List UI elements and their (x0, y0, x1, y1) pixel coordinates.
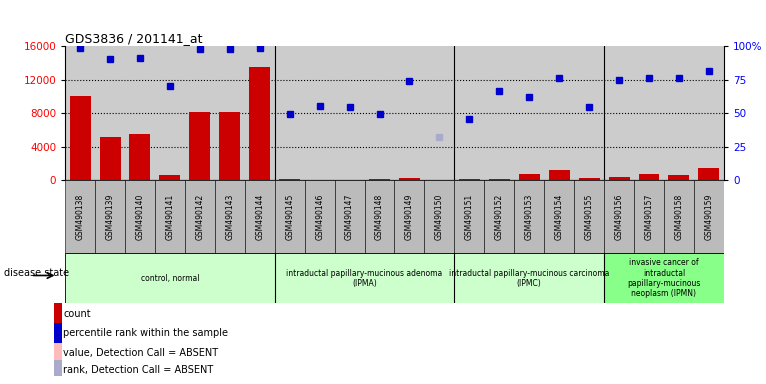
Bar (639, 174, 660, 180)
Bar (459, 179, 480, 180)
Bar (65, 253, 275, 303)
Text: GSM490144: GSM490144 (255, 194, 264, 240)
Text: GSM490151: GSM490151 (465, 194, 474, 240)
Bar (219, 112, 241, 180)
Text: GSM490148: GSM490148 (375, 194, 384, 240)
Bar (578, 178, 600, 180)
Bar (54, 359, 62, 380)
Bar (189, 112, 211, 180)
Bar (335, 180, 365, 253)
Text: GSM490147: GSM490147 (345, 194, 354, 240)
Bar (369, 179, 390, 180)
Text: GSM490141: GSM490141 (165, 194, 175, 240)
Bar (275, 253, 454, 303)
Text: GSM490153: GSM490153 (525, 194, 534, 240)
Bar (574, 180, 604, 253)
Bar (454, 180, 484, 253)
Text: intraductal papillary-mucinous adenoma
(IPMA): intraductal papillary-mucinous adenoma (… (286, 269, 443, 288)
Text: GSM490157: GSM490157 (644, 194, 653, 240)
Text: control, normal: control, normal (141, 274, 199, 283)
Bar (159, 175, 181, 180)
Bar (185, 180, 214, 253)
Bar (70, 96, 90, 180)
Text: GSM490159: GSM490159 (705, 194, 713, 240)
Text: count: count (64, 309, 91, 319)
Bar (604, 253, 724, 303)
Bar (279, 179, 300, 180)
Bar (489, 179, 510, 180)
Text: intraductal papillary-mucinous carcinoma
(IPMC): intraductal papillary-mucinous carcinoma… (449, 269, 610, 288)
Bar (129, 134, 150, 180)
Bar (454, 253, 604, 303)
Bar (544, 180, 574, 253)
Text: GSM490146: GSM490146 (315, 194, 324, 240)
Bar (54, 303, 62, 324)
Text: GSM490149: GSM490149 (405, 194, 414, 240)
Text: GSM490138: GSM490138 (76, 194, 84, 240)
Bar (155, 180, 185, 253)
Bar (100, 137, 120, 180)
Bar (54, 323, 62, 343)
Text: GSM490143: GSM490143 (225, 194, 234, 240)
Text: GSM490140: GSM490140 (136, 194, 145, 240)
Text: GSM490155: GSM490155 (584, 194, 594, 240)
Bar (249, 67, 270, 180)
Text: GSM490156: GSM490156 (614, 194, 624, 240)
Bar (95, 180, 125, 253)
Bar (664, 180, 694, 253)
Text: invasive cancer of
intraductal
papillary-mucinous
neoplasm (IPMN): invasive cancer of intraductal papillary… (627, 258, 701, 298)
Bar (634, 180, 664, 253)
Bar (484, 180, 514, 253)
Text: percentile rank within the sample: percentile rank within the sample (64, 328, 228, 338)
Bar (699, 168, 719, 180)
Bar (245, 180, 275, 253)
Bar (214, 180, 245, 253)
Bar (608, 177, 630, 180)
Text: GSM490154: GSM490154 (555, 194, 564, 240)
Text: value, Detection Call = ABSENT: value, Detection Call = ABSENT (64, 348, 218, 358)
Text: GSM490139: GSM490139 (106, 194, 115, 240)
Bar (514, 180, 544, 253)
Text: rank, Detection Call = ABSENT: rank, Detection Call = ABSENT (64, 365, 214, 375)
Bar (275, 180, 305, 253)
Bar (125, 180, 155, 253)
Bar (399, 178, 420, 180)
Bar (54, 343, 62, 363)
Bar (365, 180, 394, 253)
Text: GSM490142: GSM490142 (195, 194, 205, 240)
Text: GSM490145: GSM490145 (285, 194, 294, 240)
Text: GSM490150: GSM490150 (435, 194, 444, 240)
Text: GDS3836 / 201141_at: GDS3836 / 201141_at (65, 32, 203, 45)
Text: disease state: disease state (4, 268, 69, 278)
Bar (65, 180, 95, 253)
Bar (548, 170, 570, 180)
Bar (519, 174, 540, 180)
Bar (604, 180, 634, 253)
Text: GSM490152: GSM490152 (495, 194, 504, 240)
Bar (424, 180, 454, 253)
Bar (394, 180, 424, 253)
Bar (669, 175, 689, 180)
Text: GSM490158: GSM490158 (674, 194, 683, 240)
Bar (694, 180, 724, 253)
Bar (305, 180, 335, 253)
